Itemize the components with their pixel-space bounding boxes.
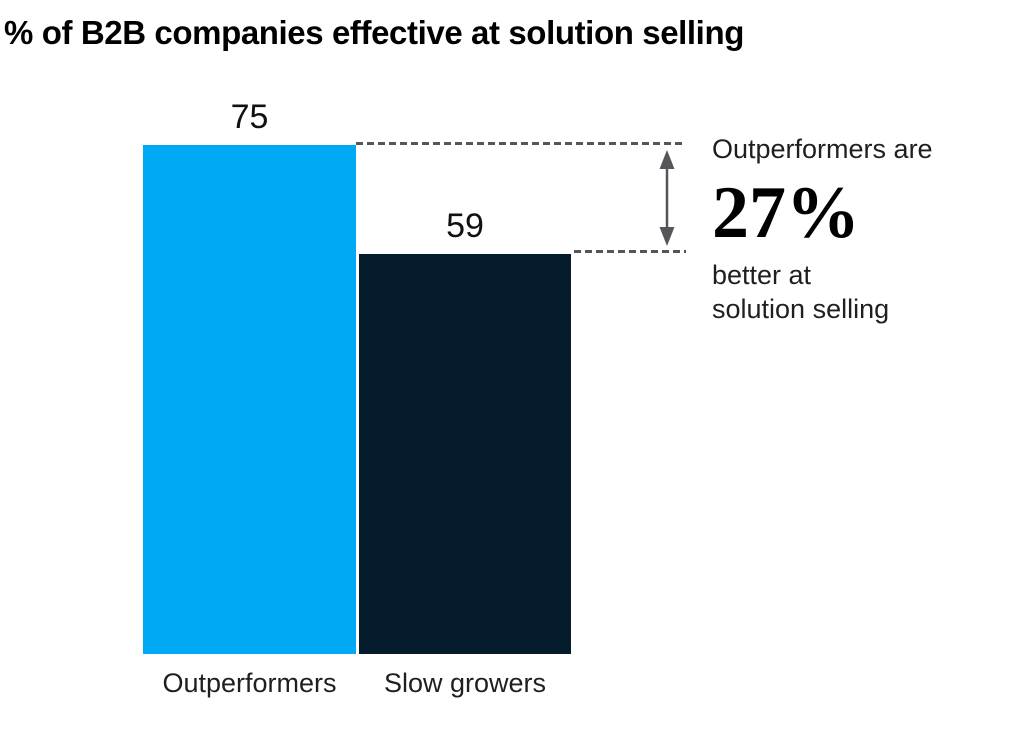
bar-group-outperformers: 75 — [143, 100, 356, 654]
category-label-slow-growers: Slow growers — [383, 668, 547, 698]
bar-group-slow-growers: 59 — [359, 209, 571, 654]
bar-value-slow-growers: 59 — [446, 207, 484, 245]
bar-value-outperformers: 75 — [230, 98, 269, 136]
difference-arrow-icon — [659, 150, 675, 246]
annotation-line2: better at — [712, 260, 812, 290]
bar-slow-growers — [359, 254, 571, 654]
annotation-highlight-value: 27% — [712, 172, 860, 254]
annotation-line1: Outperformers are — [712, 134, 933, 164]
dashed-line-bottom — [574, 250, 686, 253]
chart-title: % of B2B companies effective at solution… — [4, 14, 744, 51]
bar-outperformers — [143, 145, 356, 654]
category-label-outperformers: Outperformers — [162, 668, 337, 698]
dashed-line-top — [356, 142, 686, 145]
annotation-line3: solution selling — [712, 294, 890, 324]
